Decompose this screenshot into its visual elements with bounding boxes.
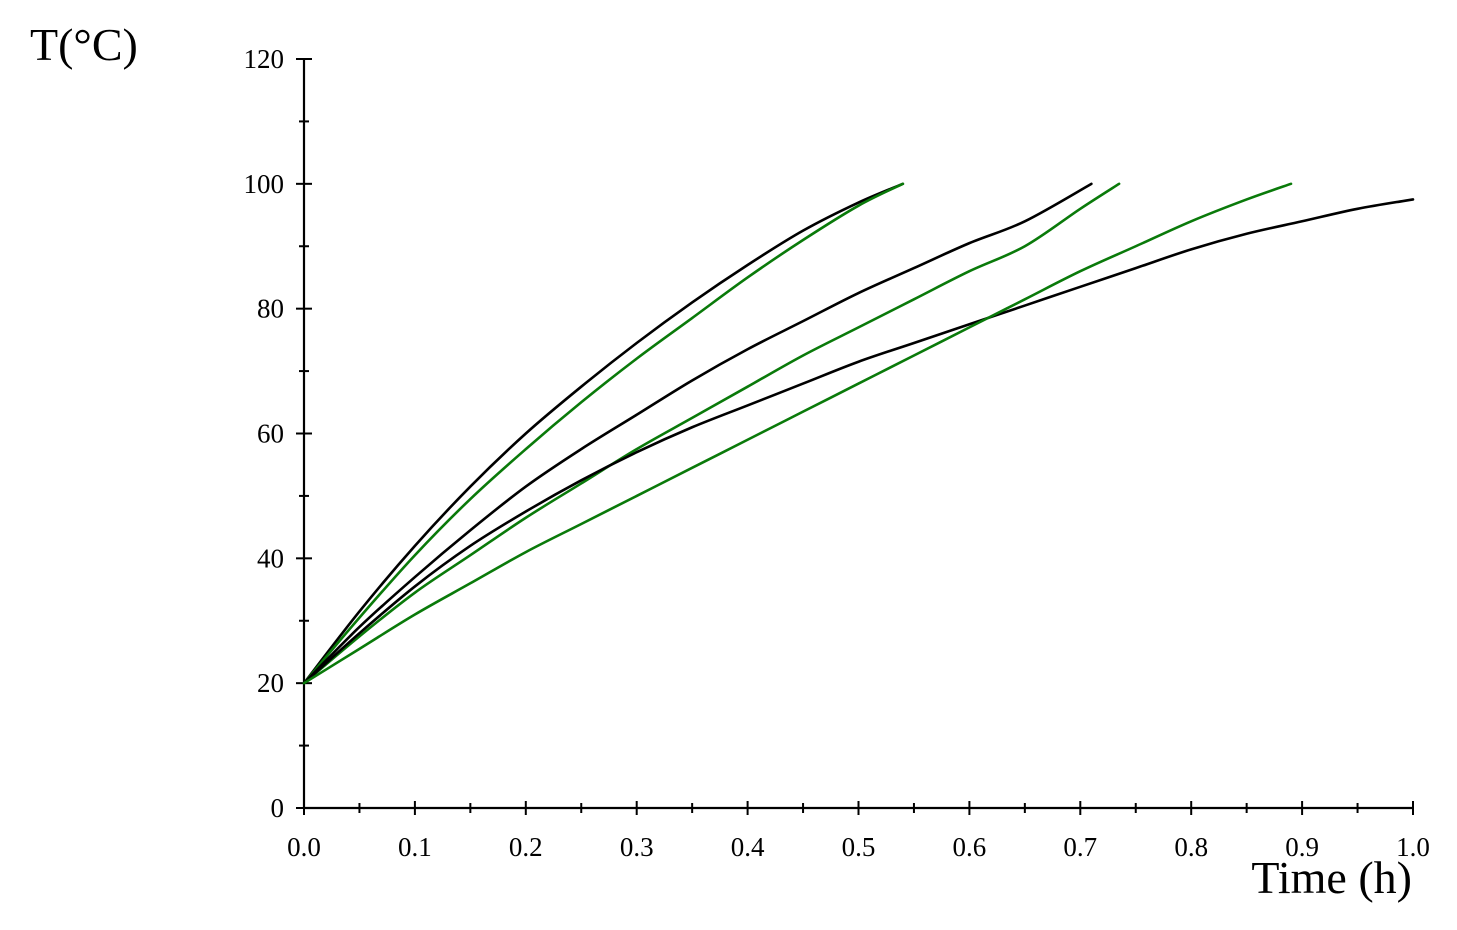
y-axis-title: T(°C) [30,19,138,70]
y-tick-label: 20 [257,668,284,698]
y-tick-label: 80 [257,294,284,324]
x-tick-label: 0.5 [842,832,876,862]
y-tick-label: 40 [257,543,284,573]
series-line-5 [302,198,1415,685]
x-axis-title: Time (h) [1251,852,1412,903]
series-line-6 [302,182,1293,685]
x-tick-label: 0.4 [731,832,765,862]
y-tick-label: 120 [244,44,285,74]
axes [302,59,1413,810]
y-axis-ticks: 0 20 40 60 80 100 120 [244,44,312,823]
y-tick-label: 100 [244,169,285,199]
x-tick-label: 0.3 [620,832,654,862]
series-layer [302,182,1415,685]
series-line-2 [302,182,905,685]
x-tick-label: 0.7 [1063,832,1097,862]
series-line-4 [302,182,1121,685]
series-line-1 [302,182,905,685]
x-tick-label: 0.1 [398,832,432,862]
x-tick-label: 0.0 [287,832,321,862]
x-tick-label: 0.8 [1174,832,1208,862]
x-axis-ticks: 0.0 0.1 0.2 0.3 0.4 0.5 0.6 0.7 0.8 0.9 1.0 [287,801,1430,862]
y-tick-label: 0 [271,793,285,823]
x-tick-label: 1.0 [1396,832,1430,862]
x-tick-label: 0.9 [1285,832,1319,862]
series-line-3 [302,182,1093,685]
y-tick-label: 60 [257,419,284,449]
x-tick-label: 0.2 [509,832,543,862]
x-tick-label: 0.6 [953,832,987,862]
